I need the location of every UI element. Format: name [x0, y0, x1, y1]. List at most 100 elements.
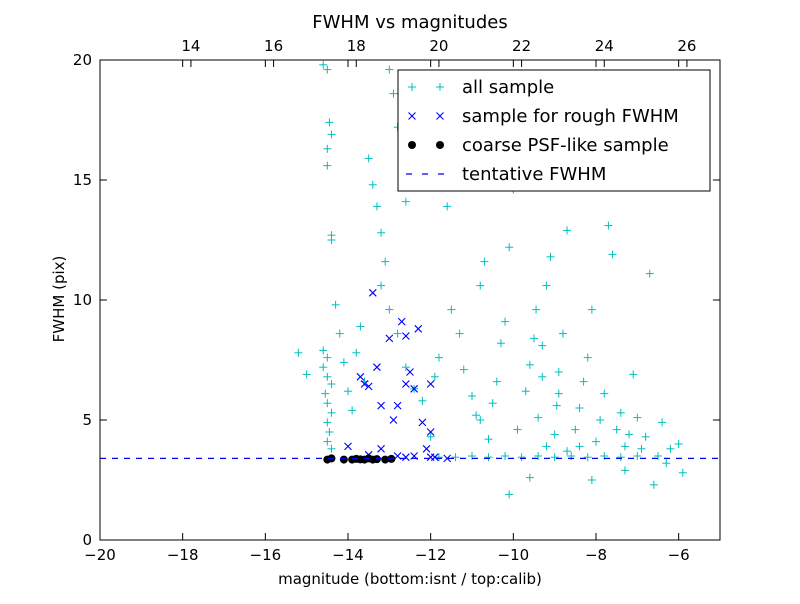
point-plus-9 — [327, 236, 336, 244]
point-x-19-d2 — [377, 444, 385, 453]
point-plus-71 — [538, 372, 547, 381]
point-x-17-d2 — [426, 428, 435, 436]
point-x-0 — [368, 288, 377, 297]
x-tick-label-3: −14 — [332, 546, 364, 564]
point-plus-72 — [542, 281, 551, 290]
x-tick-label-1: −18 — [167, 546, 199, 564]
point-plus-53 — [468, 392, 476, 400]
point-plus-98 — [645, 269, 654, 278]
point-plus-3 — [323, 65, 332, 74]
point-plus-124 — [513, 425, 522, 434]
point-plus-40 — [377, 281, 386, 290]
point-plus-11 — [323, 353, 332, 362]
point-x-25-d2 — [443, 454, 452, 463]
top-tick-label-2: 18 — [347, 37, 366, 55]
point-x-18-d2 — [344, 442, 352, 451]
x-tick-label-5: −10 — [498, 546, 530, 564]
point-plus-96 — [637, 444, 646, 453]
point-plus-43 — [401, 363, 410, 372]
top-tick-label-5: 24 — [595, 37, 614, 55]
point-plus-83 — [583, 353, 592, 362]
point-plus-113 — [517, 453, 526, 462]
point-plus-21 — [327, 444, 336, 453]
top-tick-label-3: 20 — [429, 37, 448, 55]
top-tick-label-0: 14 — [181, 37, 200, 55]
point-plus-49 — [443, 202, 452, 211]
point-plus-4 — [325, 118, 334, 127]
point-x-16 — [418, 418, 427, 427]
legend-box — [397, 69, 711, 192]
point-plus-106 — [525, 473, 534, 482]
point-x-4 — [414, 324, 423, 333]
point-circle-8 — [372, 455, 381, 464]
point-plus-41 — [385, 305, 394, 314]
point-plus-24 — [339, 358, 348, 367]
point-x-7-d2 — [364, 382, 373, 391]
point-plus-84 — [587, 305, 596, 314]
point-plus-25 — [344, 387, 352, 396]
data-marks — [100, 60, 720, 499]
legend-swatch-circle-b — [436, 141, 444, 149]
x-tick-label-0: −20 — [84, 546, 116, 564]
point-plus-119 — [616, 453, 625, 462]
point-plus-20 — [323, 437, 332, 446]
point-plus-111 — [484, 453, 493, 462]
point-x-17 — [426, 428, 435, 436]
series-plus — [294, 60, 687, 499]
point-plus-45 — [418, 396, 427, 405]
point-plus-30 — [364, 154, 373, 163]
y-tick-label-4: 20 — [73, 51, 92, 69]
point-x-0-d2 — [368, 288, 377, 297]
point-plus-77 — [558, 329, 567, 338]
x-tick-label-4: −12 — [415, 546, 447, 564]
point-x-2 — [397, 317, 406, 326]
legend-label-0: all sample — [462, 77, 554, 98]
point-plus-35 — [385, 65, 394, 74]
point-x-20 — [422, 444, 431, 453]
point-plus-60 — [496, 339, 505, 348]
point-plus-90 — [612, 425, 621, 434]
legend-entry-1: sample for rough FWHM — [408, 106, 679, 127]
point-plus-73 — [546, 252, 555, 261]
point-x-14 — [377, 401, 385, 410]
point-plus-80 — [571, 425, 580, 434]
point-x-15-d2 — [389, 416, 398, 424]
point-plus-61 — [501, 317, 510, 326]
legend-label-1: sample for rough FWHM — [462, 106, 679, 127]
point-plus-114 — [534, 452, 543, 460]
point-x-1-d2 — [385, 334, 394, 343]
point-plus-75 — [552, 401, 561, 410]
point-plus-86 — [596, 416, 605, 424]
point-plus-97 — [641, 432, 650, 441]
point-x-26-d2 — [430, 453, 439, 462]
point-plus-22 — [331, 300, 340, 309]
point-plus-31 — [368, 180, 377, 189]
point-x-8 — [373, 363, 381, 372]
x-tick-label-7: −6 — [668, 546, 690, 564]
point-x-15 — [389, 416, 398, 424]
chart-title: FWHM vs magnitudes — [312, 12, 507, 33]
point-plus-105 — [505, 490, 514, 499]
point-x-8-d2 — [373, 363, 381, 372]
point-plus-50 — [447, 305, 456, 314]
point-plus-76 — [554, 368, 563, 376]
point-x-2-d2 — [397, 317, 406, 326]
point-plus-95 — [633, 413, 642, 422]
point-plus-101 — [662, 459, 671, 468]
point-x-9 — [406, 368, 414, 376]
point-x-3-d2 — [401, 332, 410, 340]
point-plus-69 — [532, 305, 541, 314]
point-x-12-d2 — [410, 384, 419, 393]
legend-swatch-circle-a — [408, 141, 416, 149]
point-plus-91 — [616, 408, 625, 417]
point-plus-126 — [563, 447, 572, 456]
point-x-5 — [356, 372, 365, 381]
point-plus-54 — [472, 411, 481, 420]
legend-swatch-plus-b — [436, 83, 444, 91]
point-x-18 — [344, 442, 352, 451]
point-plus-32 — [372, 202, 381, 211]
point-plus-36 — [389, 89, 398, 98]
point-plus-6 — [323, 144, 332, 153]
legend-entry-3: tentative FWHM — [406, 164, 606, 185]
y-tick-label-3: 15 — [73, 171, 92, 189]
